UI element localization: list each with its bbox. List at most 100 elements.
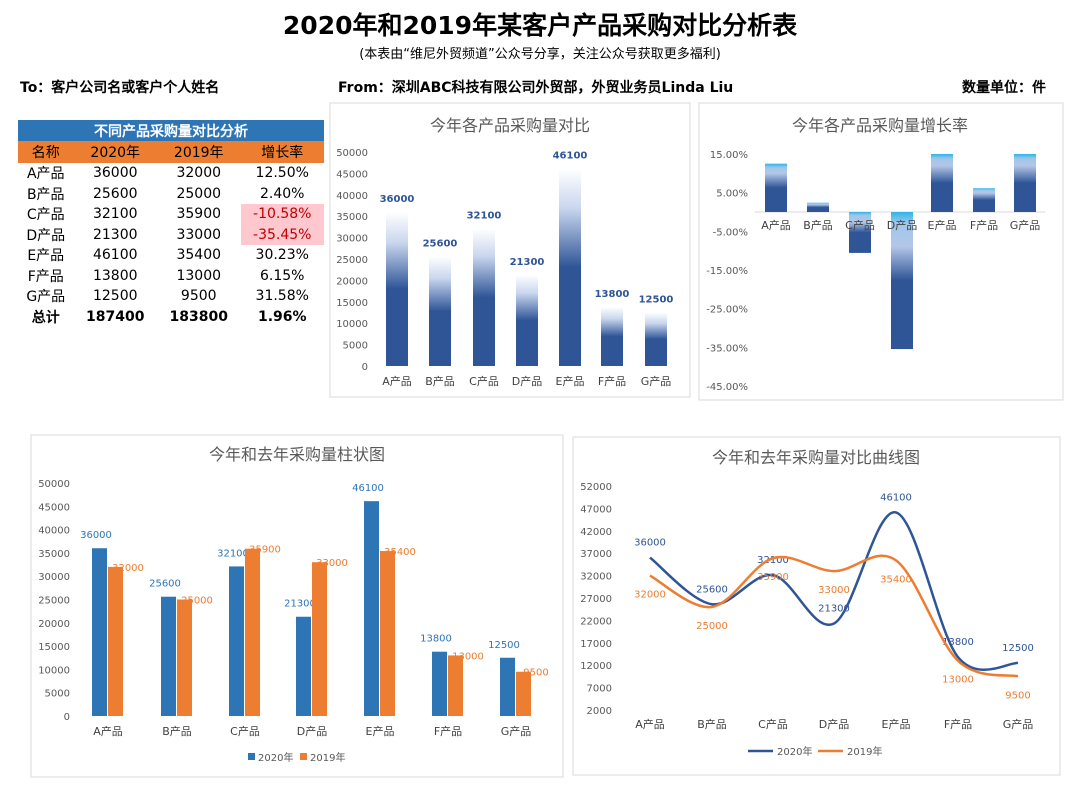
bar [931, 154, 953, 212]
col-header: 名称 [18, 141, 74, 163]
data-label: 32100 [757, 555, 789, 566]
bar [229, 566, 244, 716]
cell-y2020: 13800 [92, 267, 138, 284]
total-2020: 187400 [86, 308, 145, 325]
total-growth: 1.96% [257, 308, 307, 325]
bar [161, 596, 176, 716]
y-tick-label: 15000 [336, 298, 368, 309]
cell-y2019: 25000 [176, 185, 222, 202]
bar [177, 599, 192, 716]
bar [296, 616, 311, 716]
cell-y2019: 13000 [176, 267, 222, 284]
x-tick-label: A产品 [761, 218, 791, 232]
cell-name: F产品 [27, 268, 64, 285]
y-tick-label: 25000 [38, 596, 70, 607]
x-tick-label: G产品 [641, 374, 672, 388]
cell-y2019: 9500 [180, 288, 217, 305]
y-tick-label: 27000 [580, 594, 612, 605]
x-tick-label: C产品 [469, 374, 499, 388]
data-label: 25600 [696, 584, 728, 595]
data-label: 35900 [249, 545, 281, 556]
x-tick-label: F产品 [970, 218, 998, 232]
cell-y2019: 33000 [176, 226, 222, 243]
to-label: To：客户公司名或客户个人姓名 [20, 80, 220, 96]
y-tick-label: 20000 [336, 276, 368, 287]
x-tick-label: E产品 [366, 724, 395, 738]
x-tick-label: B产品 [803, 218, 833, 232]
y-tick-label: 2000 [587, 706, 612, 717]
chart-title: 今年各产品采购量增长率 [792, 116, 968, 135]
cell-y2020: 12500 [92, 288, 138, 305]
legend-label: 2020年 [777, 745, 812, 758]
x-tick-label: B产品 [425, 374, 455, 388]
cell-growth: 6.15% [260, 267, 305, 284]
x-tick-label: F产品 [434, 724, 462, 738]
data-label: 46100 [880, 492, 912, 503]
chart-panel-purchase [329, 102, 691, 398]
data-label: 32100 [467, 211, 502, 222]
legend-swatch [248, 753, 255, 760]
cell-name: C产品 [26, 207, 65, 224]
cell-name: D产品 [26, 227, 66, 244]
y-tick-label: 40000 [38, 526, 70, 537]
x-tick-label: C产品 [230, 724, 260, 738]
y-tick-label: 0 [64, 712, 70, 723]
data-label: 13800 [942, 637, 974, 648]
bar [429, 256, 451, 366]
bar [473, 228, 495, 366]
y-tick-label: 5000 [343, 341, 368, 352]
data-label: 13000 [942, 675, 974, 686]
data-label: 12500 [488, 640, 520, 651]
table-row: A产品 36000 32000 12.50% [18, 163, 324, 184]
data-label: 9500 [1005, 690, 1030, 701]
y-tick-label: 45000 [336, 169, 368, 180]
cell-y2019: 35900 [176, 206, 222, 223]
y-tick-label: 30000 [336, 234, 368, 245]
y-tick-label: 7000 [587, 684, 612, 695]
data-label: 35400 [880, 574, 912, 585]
data-label: 21300 [284, 599, 316, 610]
cell-y2020: 36000 [92, 165, 138, 182]
y-tick-label: -15.00% [706, 266, 748, 277]
data-label: 25600 [423, 238, 458, 249]
x-tick-label: D产品 [887, 218, 917, 232]
data-label: 25000 [696, 621, 728, 632]
bar [245, 548, 260, 716]
x-tick-label: D产品 [297, 724, 327, 738]
x-tick-label: F产品 [944, 717, 972, 731]
bar [765, 163, 787, 212]
table-row: B产品 25600 25000 2.40% [18, 184, 324, 205]
y-tick-label: 47000 [580, 504, 612, 515]
x-tick-label: E产品 [928, 218, 957, 232]
chart-panel-growth [698, 102, 1064, 401]
legend-swatch [300, 753, 307, 760]
bar [516, 274, 538, 366]
data-label: 13800 [420, 634, 452, 645]
x-tick-label: D产品 [819, 717, 849, 731]
cell-y2019: 32000 [176, 165, 222, 182]
series-line [649, 511, 1019, 671]
y-tick-label: 22000 [580, 616, 612, 627]
cell-y2020: 25600 [92, 185, 138, 202]
data-label: 12500 [639, 295, 674, 306]
y-tick-label: 15000 [38, 642, 70, 653]
y-tick-label: -45.00% [706, 382, 748, 393]
bar [645, 312, 667, 366]
data-label: 35400 [384, 547, 416, 558]
data-label: 12500 [1002, 643, 1034, 654]
table-row: F产品 13800 13000 6.15% [18, 266, 324, 287]
chart-panel-yearly-lines [572, 436, 1061, 776]
cell-name: G产品 [26, 289, 66, 306]
table-row: C产品 32100 35900 -10.58% [18, 204, 324, 225]
cell-name: E产品 [27, 248, 65, 265]
y-tick-label: 35000 [38, 549, 70, 560]
data-label: 21300 [510, 257, 545, 268]
bar [891, 212, 913, 350]
x-tick-label: B产品 [697, 717, 727, 731]
y-tick-label: 25000 [336, 255, 368, 266]
data-label: 33000 [818, 585, 850, 596]
x-tick-label: G产品 [501, 724, 532, 738]
y-tick-label: -35.00% [706, 343, 748, 354]
bar [807, 202, 829, 212]
bar [559, 168, 581, 366]
